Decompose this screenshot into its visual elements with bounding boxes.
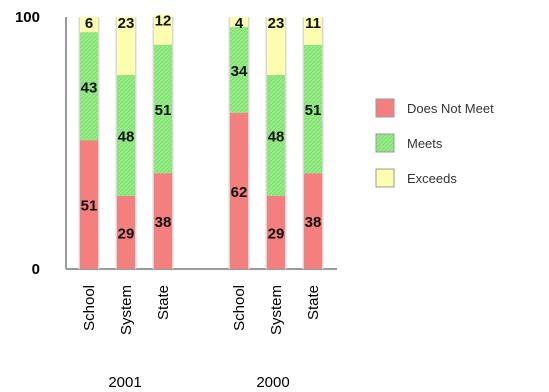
bar-segment-exceeds	[154, 14, 172, 45]
bar-segment-does-not-meet	[304, 173, 322, 269]
bar-segment-exceeds	[80, 17, 98, 33]
data-label: 51	[155, 102, 172, 119]
legend-swatch	[375, 168, 395, 188]
bar-segment-meets	[304, 44, 322, 174]
bar-segment-exceeds	[117, 17, 135, 75]
data-label: 29	[268, 225, 285, 242]
data-label: 38	[155, 214, 172, 231]
bar-segment-does-not-meet	[117, 195, 135, 269]
y-tick-label: 0	[32, 261, 40, 278]
group-label: 2000	[256, 374, 289, 391]
x-tick-label: State	[155, 285, 172, 320]
bar-segment-does-not-meet	[230, 112, 248, 269]
legend-swatch	[375, 98, 395, 118]
legend-label: Meets	[407, 136, 443, 151]
data-label: 23	[118, 15, 135, 32]
data-label: 62	[231, 184, 248, 201]
data-label: 34	[231, 63, 248, 80]
x-tick-label: System	[268, 285, 285, 335]
x-tick-label: School	[81, 285, 98, 331]
plot-frame	[65, 17, 337, 270]
data-label: 29	[118, 225, 135, 242]
legend-label: Does Not Meet	[407, 101, 494, 116]
data-label: 23	[268, 15, 285, 32]
bar-segment-does-not-meet	[154, 173, 172, 269]
bar-segment-meets	[80, 32, 98, 141]
bar-segment-does-not-meet	[267, 195, 285, 269]
bar-segment-does-not-meet	[80, 140, 98, 269]
data-label: 51	[305, 102, 322, 119]
legend: Does Not Meet Meets Exceeds	[375, 98, 494, 188]
bar-segment-meets	[267, 74, 285, 196]
y-axis-labels: 0 100	[15, 9, 40, 278]
group-label: 2001	[108, 374, 141, 391]
legend-label: Exceeds	[407, 171, 457, 186]
x-axis-labels: School System State School System State 2001 20…	[81, 285, 322, 391]
x-tick-label: State	[305, 285, 322, 320]
bars: 51 43 6 29 48 23 38 51 12 62 34 4 29 48 23 38 51 11	[78, 12, 324, 269]
bar-segment-exceeds	[230, 17, 248, 28]
bar-segment-meets	[117, 74, 135, 196]
data-label: 4	[235, 15, 244, 32]
data-label: 48	[118, 128, 135, 145]
bar-segment-meets	[154, 44, 172, 174]
bar-segment-exceeds	[267, 17, 285, 75]
y-tick-label: 100	[15, 9, 40, 26]
data-label: 51	[81, 198, 98, 215]
data-label: 6	[85, 15, 93, 32]
data-label: 43	[81, 79, 98, 96]
data-label: 38	[305, 214, 322, 231]
data-label: 12	[155, 12, 172, 29]
x-tick-label: School	[231, 285, 248, 331]
data-label: 11	[305, 15, 321, 32]
data-label: 48	[268, 128, 285, 145]
bar-segment-meets	[230, 27, 248, 113]
bar-segment-exceeds	[304, 17, 322, 45]
legend-swatch	[375, 133, 395, 153]
x-tick-label: System	[118, 285, 135, 335]
